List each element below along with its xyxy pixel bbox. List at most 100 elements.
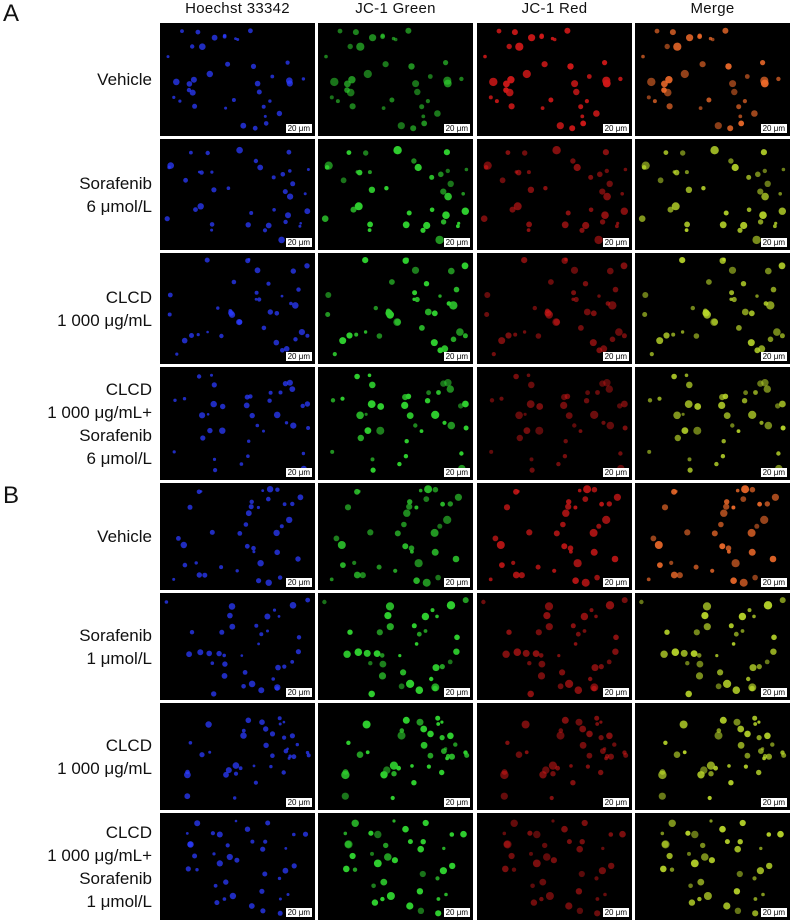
cell-mark [445, 754, 451, 759]
cell-mark [660, 831, 665, 836]
cell-mark [622, 425, 628, 431]
cell-mark [292, 302, 299, 309]
cell-mark [245, 222, 251, 228]
cell-mark [452, 555, 460, 563]
cell-mark [661, 504, 669, 511]
cell-mark [421, 120, 428, 127]
cell-mark [543, 186, 548, 191]
cell-mark [436, 897, 441, 901]
cell-mark [755, 171, 761, 178]
cell-mark [688, 883, 693, 889]
cell-mark [567, 63, 574, 70]
cell-mark [688, 899, 696, 906]
cell-mark [749, 664, 757, 672]
cell-mark [389, 97, 395, 103]
cell-mark [780, 425, 786, 431]
cell-mark [598, 664, 604, 670]
cell-mark [283, 748, 289, 754]
cell-mark [679, 257, 686, 264]
cell-mark [505, 150, 511, 155]
cell-mark [757, 219, 764, 225]
cell-mark [613, 634, 619, 641]
cell-mark [711, 318, 718, 326]
cell-mark [370, 467, 376, 473]
cell-mark [579, 839, 585, 845]
cell-mark [254, 80, 261, 87]
cell-mark [532, 305, 537, 311]
cell-mark [427, 752, 434, 759]
cell-mark [406, 412, 414, 419]
cell-mark [456, 328, 464, 336]
cell-mark [731, 163, 739, 172]
cell-mark [249, 211, 254, 215]
cell-mark [681, 412, 685, 416]
cell-mark [291, 754, 297, 760]
cell-mark [330, 77, 339, 87]
cell-mark [723, 210, 729, 216]
cell-mark [273, 411, 281, 419]
cell-mark [596, 347, 603, 354]
cell-mark [282, 381, 288, 387]
cell-mark [660, 865, 667, 873]
micrograph-merge: 20 μm [635, 139, 790, 250]
cell-mark [449, 862, 456, 870]
cell-mark [373, 859, 382, 868]
cell-mark [254, 290, 259, 295]
cell-mark [461, 262, 469, 270]
cell-mark [234, 857, 240, 863]
cell-mark [189, 89, 196, 96]
cell-mark [542, 842, 548, 849]
cell-mark [367, 221, 373, 228]
cell-mark [352, 560, 357, 565]
row-label-line: 1 μmol/L [86, 891, 152, 911]
cell-mark [489, 449, 494, 454]
scale-bar-label: 20 μm [760, 352, 787, 361]
cell-mark [500, 770, 509, 780]
cell-mark [684, 373, 689, 378]
cell-mark [209, 529, 215, 535]
cell-mark [276, 110, 283, 117]
cell-mark [586, 74, 592, 79]
cell-mark [286, 80, 293, 87]
scale-bar-label: 20 μm [602, 238, 629, 247]
cell-mark [164, 600, 169, 604]
cell-mark [533, 830, 541, 839]
cell-mark [393, 568, 398, 573]
cell-mark [541, 61, 548, 68]
cell-mark [756, 735, 762, 741]
cell-mark [756, 769, 762, 776]
cell-mark [422, 578, 431, 587]
cell-mark [761, 892, 765, 897]
cell-mark [225, 767, 232, 774]
cell-mark [389, 761, 398, 770]
cell-mark [591, 685, 597, 692]
cell-mark [337, 541, 346, 549]
cell-mark [183, 177, 188, 183]
cell-mark [295, 556, 301, 562]
scale-bar-label: 20 μm [443, 578, 470, 587]
cell-mark [765, 753, 772, 760]
cell-mark [604, 168, 609, 174]
cell-mark [289, 602, 297, 609]
cell-mark [529, 467, 535, 473]
cell-mark [589, 339, 597, 347]
cell-mark [654, 28, 660, 34]
cell-mark [723, 902, 731, 910]
cell-mark [687, 457, 692, 462]
cell-mark [539, 878, 547, 886]
cell-mark [709, 819, 713, 823]
cell-mark [752, 614, 756, 619]
cell-mark [244, 543, 250, 549]
cell-mark [732, 686, 741, 694]
cell-mark [663, 150, 669, 155]
cell-mark [248, 504, 254, 510]
cell-mark [402, 825, 409, 833]
cell-mark [274, 686, 280, 691]
cell-mark [527, 186, 535, 193]
cell-mark [238, 766, 243, 771]
cell-mark [507, 76, 515, 84]
cell-mark [612, 648, 619, 655]
cell-mark [617, 403, 623, 409]
row-label-line: 1 000 μg/mL [57, 758, 152, 778]
cell-mark [393, 146, 402, 155]
